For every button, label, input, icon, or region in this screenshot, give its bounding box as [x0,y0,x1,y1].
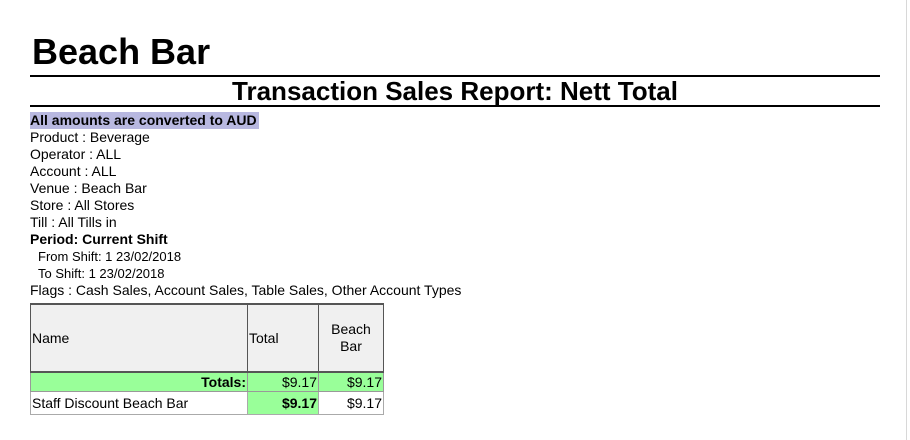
venue-filter: Venue : Beach Bar [30,180,147,196]
table-header-row: Name Total Beach Bar [30,303,384,373]
totals-label: Totals: [30,371,248,392]
header-name: Name [30,303,248,373]
row-venue: $9.17 [318,391,384,415]
account-filter: Account : ALL [30,163,117,179]
to-shift: To Shift: 1 23/02/2018 [38,266,165,281]
product-filter: Product : Beverage [30,129,150,145]
currency-note: All amounts are converted to AUD [30,112,259,129]
header-venue: Beach Bar [318,303,384,373]
report-parameters: All amounts are converted to AUD Product… [30,112,461,299]
from-shift: From Shift: 1 23/02/2018 [38,249,182,264]
flags-filter: Flags : Cash Sales, Account Sales, Table… [30,282,462,298]
totals-row: Totals: $9.17 $9.17 [30,371,384,392]
page-right-edge [906,0,907,440]
header-venue-line2: Bar [340,338,362,354]
table-row: Staff Discount Beach Bar $9.17 $9.17 [30,391,384,415]
row-name: Staff Discount Beach Bar [30,391,248,415]
operator-filter: Operator : ALL [30,146,122,162]
venue-title: Beach Bar [32,31,211,72]
store-filter: Store : All Stores [30,197,135,213]
row-total: $9.17 [247,391,319,415]
period-label: Period: Current Shift [30,231,168,247]
title-rule-bottom [30,105,880,107]
header-total: Total [247,303,319,373]
sales-table: Name Total Beach Bar Totals: $9.17 $9.17… [30,303,384,415]
title-rule-top [30,75,880,77]
till-filter: Till : All Tills in [30,214,117,230]
totals-venue: $9.17 [318,371,384,392]
header-venue-line1: Beach [331,321,371,337]
report-title: Transaction Sales Report: Nett Total [232,76,678,106]
totals-total: $9.17 [247,371,319,392]
